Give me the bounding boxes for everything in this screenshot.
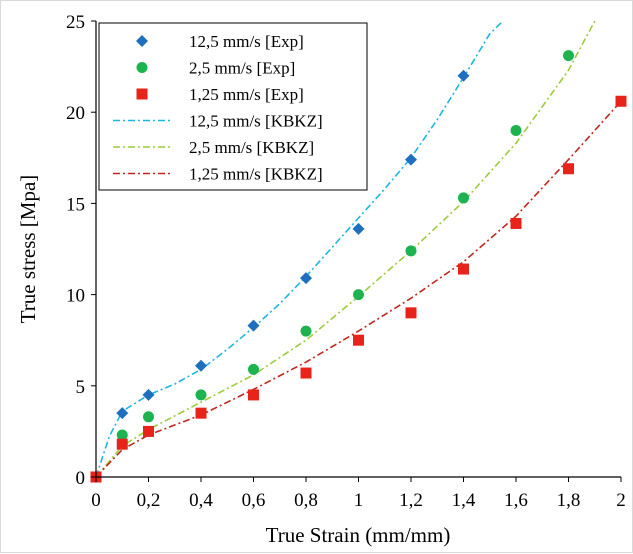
data-point-0-4 [247, 319, 260, 332]
x-tick-label: 2 [616, 490, 626, 511]
data-point-0-6 [352, 222, 365, 235]
x-tick-label: 0,2 [137, 490, 161, 511]
legend-marker-0 [136, 35, 148, 47]
y-tick-label: 20 [66, 103, 85, 124]
y-tick-label: 5 [76, 377, 86, 398]
y-axis-title: True stress [Mpa] [16, 175, 40, 324]
data-point-0-2 [142, 388, 155, 401]
legend-label-5: 1,25 mm/s [KBKZ] [189, 165, 323, 184]
data-point-1-6 [353, 289, 364, 301]
legend-label-3: 12,5 mm/s [KBKZ] [189, 112, 323, 131]
y-tick-label: 15 [66, 194, 85, 215]
y-tick-label: 25 [66, 12, 85, 33]
x-tick-label: 1 [354, 490, 364, 511]
x-tick-label: 0 [91, 490, 101, 511]
data-point-1-8 [458, 192, 469, 204]
x-tick-label: 1,6 [504, 490, 528, 511]
legend-marker-1 [136, 62, 148, 73]
data-point-2-11 [615, 95, 627, 107]
legend-marker-2 [136, 88, 148, 100]
data-point-2-3 [195, 407, 207, 419]
data-point-2-9 [510, 217, 522, 229]
data-point-2-1 [116, 438, 128, 450]
x-tick-label: 1,4 [452, 490, 476, 511]
series-line-3 [96, 21, 504, 477]
data-point-2-6 [353, 334, 364, 346]
legend-label-0: 12,5 mm/s [Exp] [189, 32, 304, 51]
x-tick-label: 0,6 [242, 490, 266, 511]
data-point-2-4 [248, 389, 259, 401]
data-point-2-2 [143, 425, 154, 437]
y-tick-label: 10 [66, 286, 85, 307]
data-point-2-5 [300, 367, 312, 379]
data-point-1-10 [563, 50, 574, 62]
data-point-0-3 [195, 359, 207, 372]
legend-label-2: 1,25 mm/s [Exp] [189, 85, 304, 104]
x-tick-label: 1,2 [399, 490, 423, 511]
data-point-1-1 [116, 429, 128, 441]
x-tick-label: 0,4 [189, 490, 213, 511]
data-point-2-7 [405, 307, 417, 319]
data-point-0-1 [116, 407, 129, 420]
legend-box [98, 22, 368, 191]
data-point-2-8 [458, 263, 469, 275]
data-point-1-2 [143, 411, 154, 423]
data-point-1-9 [510, 124, 522, 136]
data-point-0-7 [405, 153, 417, 166]
x-axis-title: True Strain (mm/mm) [266, 523, 451, 547]
y-tick-label: 0 [76, 468, 86, 489]
data-point-0-5 [300, 272, 312, 285]
x-tick-label: 1,8 [557, 490, 581, 511]
x-tick-label: 0,8 [294, 490, 318, 511]
axes-layer [91, 20, 622, 482]
series-markers-layer [90, 50, 627, 483]
data-point-1-7 [405, 245, 417, 257]
legend-label-1: 2,5 mm/s [Exp] [189, 59, 295, 78]
data-point-1-3 [195, 389, 207, 401]
series-line-5 [96, 100, 621, 477]
data-point-2-10 [563, 163, 574, 175]
data-point-1-4 [248, 363, 259, 375]
legend-label-4: 2,5 mm/s [KBKZ] [189, 138, 314, 157]
data-point-1-5 [300, 325, 312, 337]
legend: 12,5 mm/s [Exp] 2,5 mm/s [Exp] 1,25 mm/s [… [98, 22, 368, 191]
data-point-0-8 [457, 69, 470, 82]
